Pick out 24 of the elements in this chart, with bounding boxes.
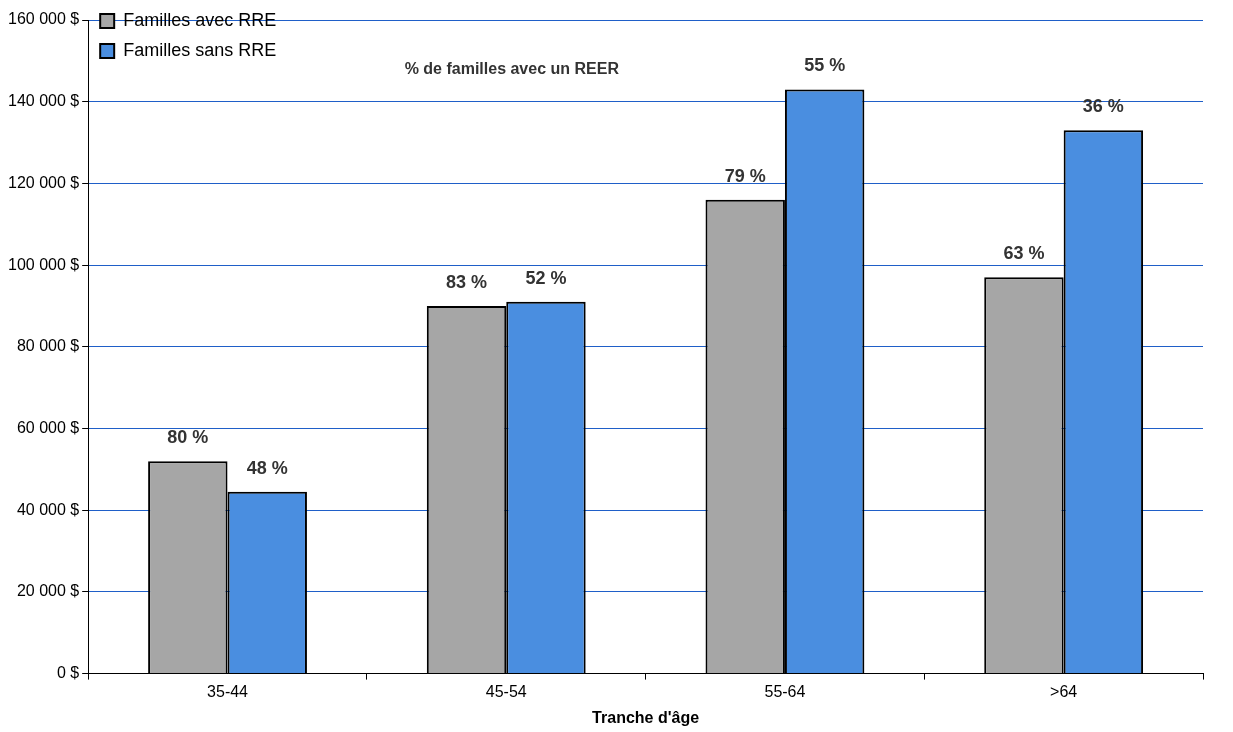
annotation: 79 % [724,165,766,186]
annotation: 83 % [446,271,488,292]
annotation: 36 % [1082,96,1124,117]
annotation: 63 % [1003,243,1045,264]
legend-label: Familles sans RRE [123,39,277,60]
x-tick-label: 45-54 [485,682,527,700]
x-tick-label: >64 [1050,682,1078,700]
y-tick-label: 160 000 $ [7,10,80,28]
y-tick-label: 80 000 $ [16,337,80,355]
y-tick-label: 40 000 $ [16,500,80,518]
y-tick-label: 20 000 $ [16,582,80,600]
y-tick-label: 140 000 $ [7,92,80,110]
y-tick-label: 100 000 $ [7,255,80,273]
y-tick-label: 60 000 $ [16,418,80,436]
y-tick-label: 0 $ [56,664,80,682]
x-axis-title: Tranche d'âge [592,708,700,726]
x-tick-label: 35-44 [207,682,249,700]
annotation: 48 % [246,457,288,478]
annotation: 80 % [167,427,209,448]
y-tick-label: 120 000 $ [7,173,80,191]
annotation: % de familles avec un REER [404,60,620,78]
x-tick-label: 55-64 [764,682,806,700]
annotation: 55 % [804,55,846,76]
annotation: 52 % [525,267,567,288]
